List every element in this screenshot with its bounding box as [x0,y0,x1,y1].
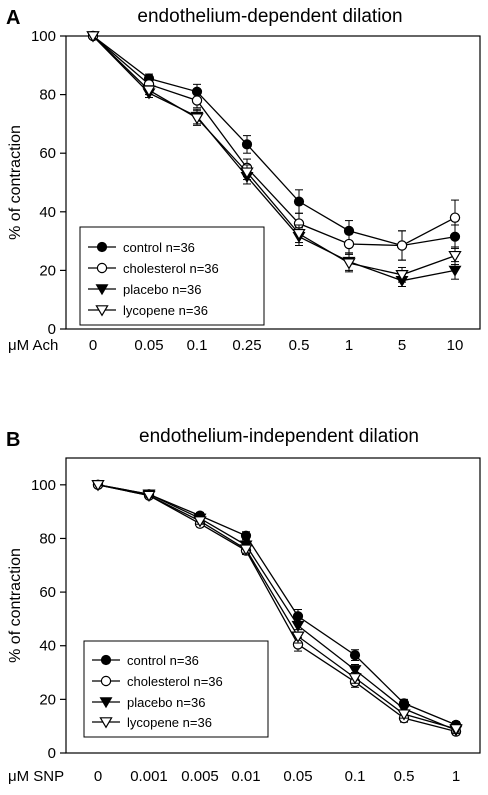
x-tick-label: 0 [94,768,102,785]
x-tick-label: 0.005 [181,768,219,785]
legend-entry: cholesterol n=36 [123,261,219,276]
x-tick-label: 0.1 [345,768,366,785]
y-tick-label: 60 [39,145,56,162]
data-point [240,167,254,179]
series-line [92,35,456,276]
data-point [348,665,362,677]
legend-entry: placebo n=36 [123,282,201,297]
x-tick-label: 0.05 [134,337,163,354]
data-point [293,196,305,207]
data-point [448,265,462,277]
y-tick-label: 40 [39,204,56,221]
series-line [92,35,456,247]
data-point [291,631,305,643]
legend: control n=36 cholesterol n=36 placebo n=36… [79,226,265,326]
legend-marker [99,697,113,709]
data-point [241,139,253,150]
y-axis-label: % of contraction [7,125,24,240]
data-point [292,228,306,241]
y-tick-label: 40 [39,638,56,655]
x-tick-label: 0.001 [130,768,168,785]
x-tick-label: 10 [447,337,464,354]
legend-marker [100,654,112,666]
y-tick-label: 100 [31,28,56,45]
data-point [239,544,253,556]
data-point [449,724,463,736]
data-point [397,704,411,716]
data-point [449,212,461,223]
legend-entry: lycopene n=36 [123,303,208,318]
data-point [142,490,156,503]
legend-marker [95,305,109,317]
legend-marker [96,262,108,274]
x-tick-label: 0.05 [283,768,312,785]
x-tick-label: 1 [452,768,460,785]
series-line [92,35,456,282]
x-axis-label: μM SNP [8,768,64,785]
x-tick-label: 0 [89,337,97,354]
data-point [291,620,305,632]
data-point [191,95,203,106]
data-point [342,258,356,270]
legend-entry: placebo n=36 [127,695,205,710]
series-control [87,30,461,261]
legend-entry: control n=36 [123,240,195,255]
data-point [396,240,408,251]
series-line [92,35,456,247]
y-tick-label: 100 [31,477,56,494]
y-tick-label: 0 [48,321,56,338]
data-point [91,480,105,492]
data-point [397,709,411,721]
legend-marker [95,284,109,296]
data-point [448,250,462,263]
data-point [190,113,204,125]
panel-letter: A [6,7,20,29]
series-line [97,484,457,731]
y-tick-label: 60 [39,584,56,601]
y-tick-label: 80 [39,87,56,104]
y-tick-label: 20 [39,691,56,708]
y-tick-label: 80 [39,530,56,547]
legend-marker [99,717,113,729]
legend-entry: cholesterol n=36 [127,674,223,689]
x-tick-label: 0.5 [289,337,310,354]
x-tick-label: 0.25 [232,337,261,354]
data-point [240,530,252,541]
series-lycopene [91,480,463,736]
legend-marker [96,241,108,253]
x-tick-label: 0.1 [187,337,208,354]
plot-frame [65,457,481,754]
x-axis-label: μM Ach [8,337,58,354]
legend-box [79,226,265,326]
y-axis-label: % of contraction [7,548,24,663]
legend: control n=36 cholesterol n=36 placebo n=36… [83,640,269,738]
data-point [343,238,355,250]
plot-frame [65,35,481,330]
x-tick-label: 0.5 [394,768,415,785]
x-tick-label: 0.01 [231,768,260,785]
series-line [97,484,457,730]
legend-entry: control n=36 [127,653,199,668]
chart-title: endothelium-independent dilation [139,426,419,447]
data-point [193,516,207,528]
y-tick-label: 20 [39,262,56,279]
legend-box [83,640,269,738]
data-point [349,650,361,661]
data-point [348,673,362,685]
series-cholesterol [87,30,461,261]
series-lycopene [86,31,462,283]
legend-entry: lycopene n=36 [127,715,212,730]
data-point [142,85,156,97]
legend-marker [100,675,112,687]
data-point [86,31,100,43]
x-tick-label: 5 [398,337,406,354]
chart-title: endothelium-dependent dilation [137,6,402,27]
panel-letter: B [6,429,20,451]
x-tick-label: 1 [345,337,353,354]
y-tick-label: 0 [48,745,56,762]
data-point [395,269,409,282]
